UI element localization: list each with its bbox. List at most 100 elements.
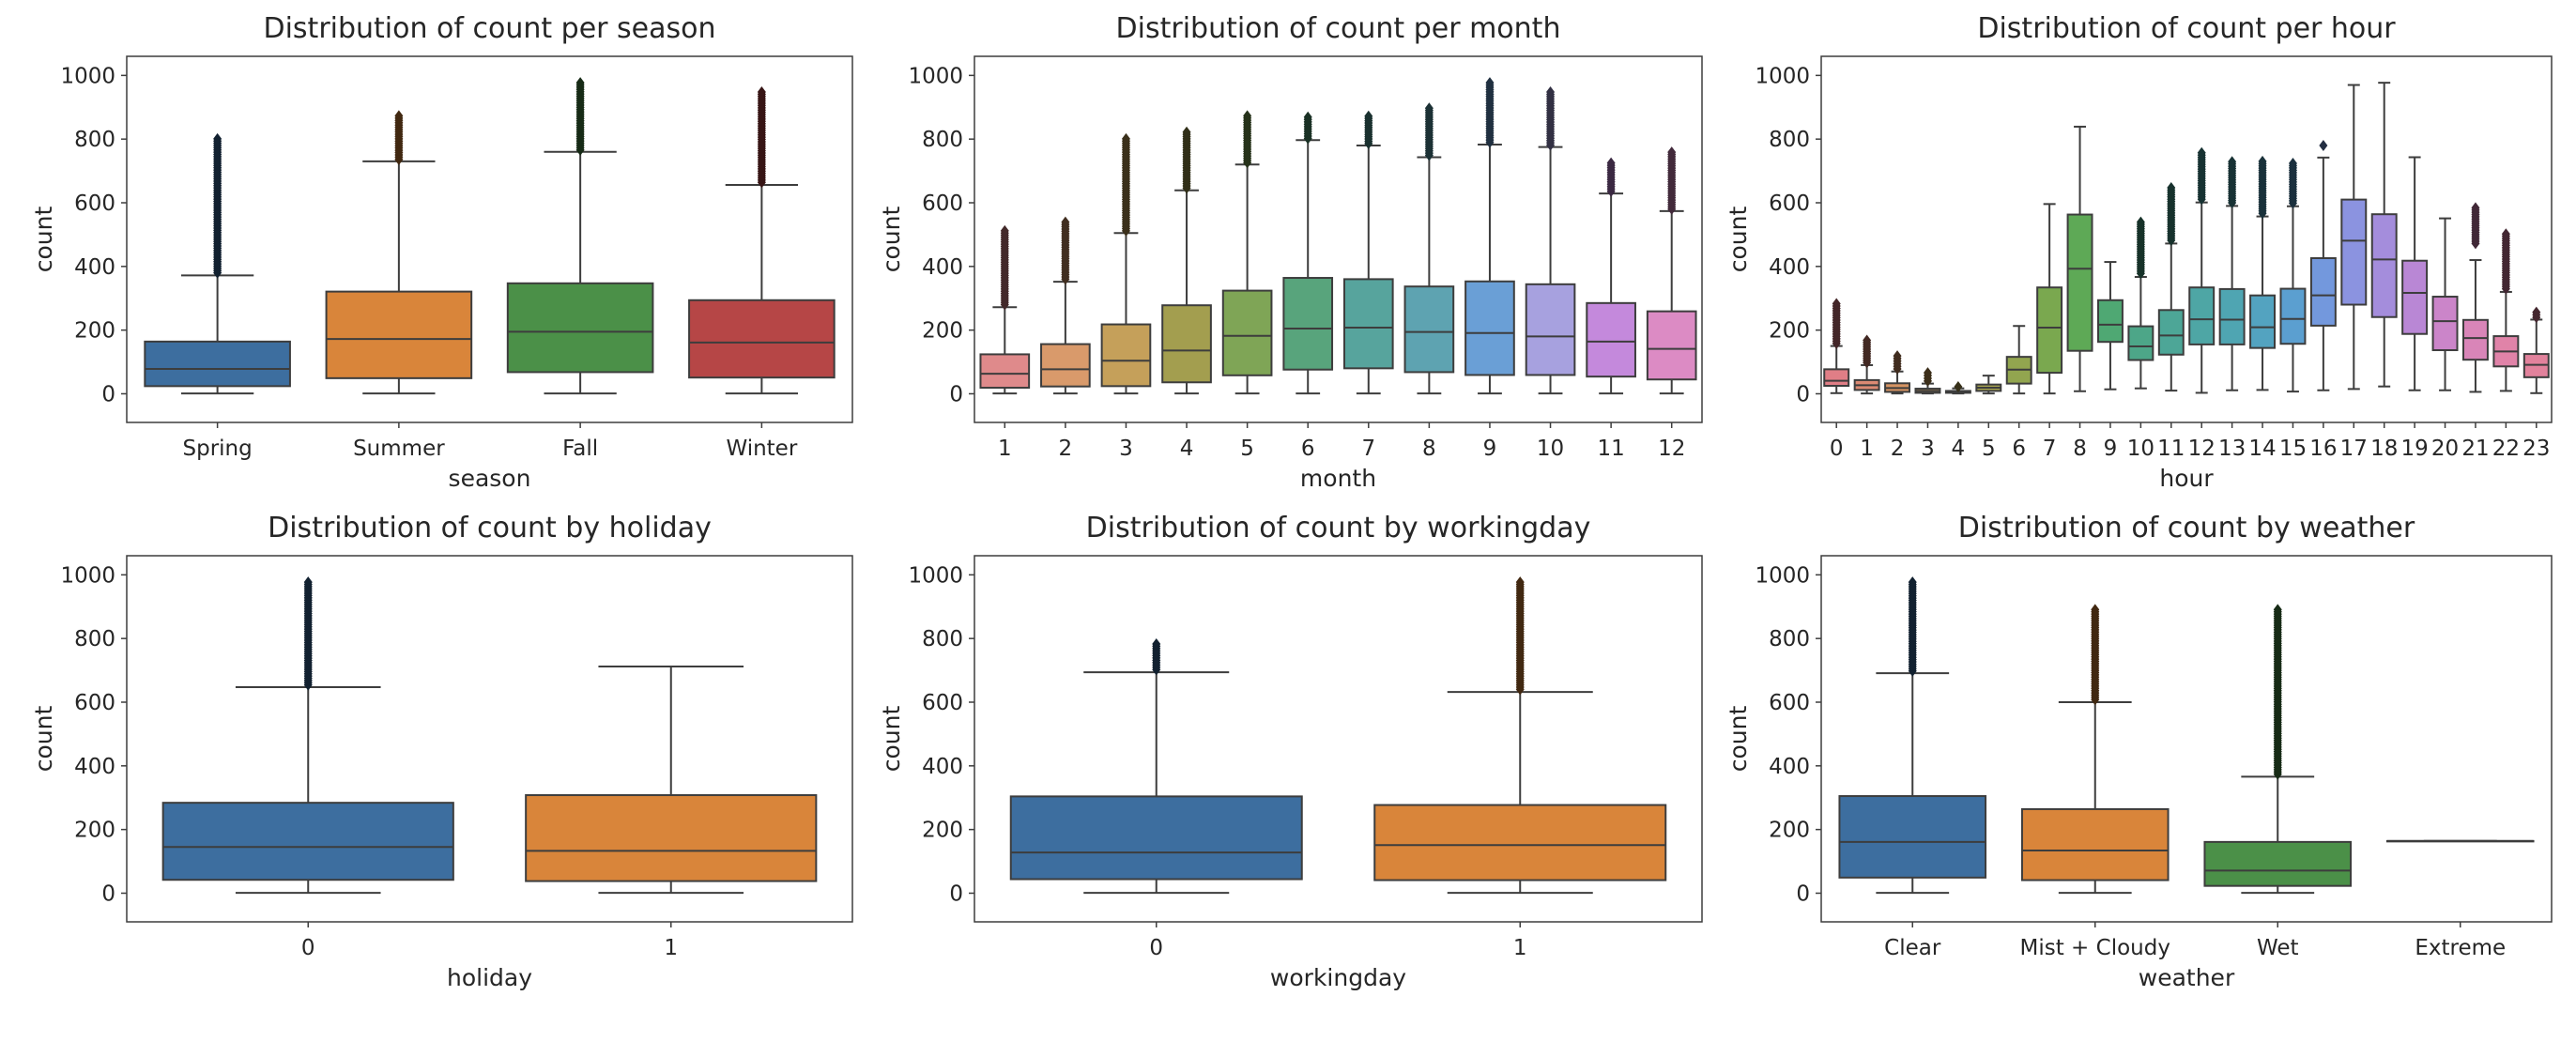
y-tick-label: 600 xyxy=(922,691,963,715)
flier-point xyxy=(1606,157,1616,169)
chart-panel-4: Distribution of count by holiday 0 200 400 6… xyxy=(30,512,853,991)
plot-frame xyxy=(974,55,1703,423)
flier-point xyxy=(1152,637,1161,650)
x-tick-label: 10 xyxy=(1537,437,1564,461)
chart-panel-6: Distribution of count by weather 0 200 400 6… xyxy=(1725,512,2553,991)
x-tick-label: 4 xyxy=(1952,437,1966,461)
x-tick-label: 6 xyxy=(1301,437,1315,461)
y-tick-label: 200 xyxy=(74,819,115,843)
box-iqr xyxy=(1586,301,1636,378)
flier-point xyxy=(1863,334,1872,346)
box-21 xyxy=(2461,202,2489,393)
chart-panel-1: Distribution of count per season 0 200 400 6… xyxy=(30,12,853,492)
x-tick-label: 19 xyxy=(2400,437,2428,461)
flier-point xyxy=(1908,576,1917,589)
x-axis-label: holiday xyxy=(447,964,532,991)
box-iqr xyxy=(2309,257,2337,327)
y-tick-label: 600 xyxy=(74,192,115,216)
box-iqr xyxy=(2370,213,2398,318)
x-axis-label: workingday xyxy=(1270,964,1406,991)
x-axis-label: season xyxy=(449,465,531,492)
plot-frame xyxy=(126,55,853,423)
x-tick-label: 11 xyxy=(2157,437,2185,461)
box-iqr xyxy=(2279,287,2307,345)
box-iqr xyxy=(2188,286,2216,345)
y-tick-label: 600 xyxy=(74,691,115,715)
x-tick-label: 14 xyxy=(2248,437,2276,461)
y-axis-label: count xyxy=(1725,207,1752,273)
box-iqr xyxy=(688,299,836,379)
box-iqr xyxy=(2096,299,2124,344)
x-tick-label: 16 xyxy=(2309,437,2337,461)
flier-point xyxy=(2319,139,2328,151)
box-Clear xyxy=(1838,576,1987,895)
flier-point xyxy=(2228,156,2237,168)
box-0 xyxy=(1009,637,1303,895)
flier-point xyxy=(394,110,404,122)
y-tick-label: 200 xyxy=(1769,319,1810,344)
flier-point xyxy=(1832,298,1841,310)
box-5 xyxy=(1221,110,1273,395)
box-Spring xyxy=(144,132,291,395)
x-tick-label: Spring xyxy=(183,437,253,461)
box-iqr xyxy=(2127,325,2154,361)
box-4 xyxy=(1161,126,1212,395)
y-tick-label: 400 xyxy=(922,255,963,280)
x-tick-label: Wet xyxy=(2257,936,2299,960)
box-12 xyxy=(2188,146,2216,394)
x-tick-label: 11 xyxy=(1597,437,1624,461)
y-axis-label: count xyxy=(30,706,57,773)
flier-point xyxy=(1515,576,1525,589)
box-0 xyxy=(1823,298,1850,394)
box-iqr xyxy=(1221,289,1273,376)
flier-point xyxy=(1061,216,1070,228)
box-18 xyxy=(2370,82,2398,388)
box-iqr xyxy=(1373,804,1667,881)
x-tick-label: Clear xyxy=(1884,936,1941,960)
flier-point xyxy=(1182,126,1191,138)
box-iqr xyxy=(1282,277,1334,371)
x-tick-label: 3 xyxy=(1119,437,1133,461)
flier-point xyxy=(2167,182,2176,194)
x-tick-label: 18 xyxy=(2370,437,2398,461)
plot-frame xyxy=(1820,55,2553,423)
x-tick-label: 0 xyxy=(301,936,315,960)
box-Fall xyxy=(506,77,654,395)
y-tick-label: 200 xyxy=(922,819,963,843)
y-tick-label: 400 xyxy=(1769,255,1810,280)
x-tick-label: 12 xyxy=(1658,437,1685,461)
box-9 xyxy=(2096,261,2124,391)
box-2 xyxy=(1884,350,1911,395)
y-tick-label: 1000 xyxy=(60,563,115,588)
x-tick-label: 1 xyxy=(664,936,678,960)
y-tick-label: 0 xyxy=(101,881,115,906)
x-tick-label: 23 xyxy=(2522,437,2550,461)
box-iqr xyxy=(161,802,454,881)
flier-point xyxy=(2471,202,2480,214)
y-tick-label: 200 xyxy=(74,319,115,344)
flier-point xyxy=(757,85,766,98)
x-tick-label: 12 xyxy=(2188,437,2216,461)
y-tick-label: 1000 xyxy=(1755,64,1810,88)
box-8 xyxy=(1403,102,1455,395)
box-1 xyxy=(1373,576,1667,895)
flier-point xyxy=(1485,77,1495,89)
chart-panel-5: Distribution of count by workingday 0 200 4… xyxy=(878,512,1703,991)
box-iqr xyxy=(1040,343,1091,388)
box-19 xyxy=(2401,156,2429,391)
x-tick-label: 1 xyxy=(1860,437,1874,461)
chart-title: Distribution of count per season xyxy=(263,12,715,45)
flier-point xyxy=(1364,110,1373,122)
y-tick-label: 400 xyxy=(1769,755,1810,779)
box-Extreme xyxy=(2385,839,2535,843)
flier-point xyxy=(2273,604,2282,616)
y-tick-label: 1000 xyxy=(60,64,115,88)
box-iqr xyxy=(2157,309,2185,356)
box-iqr xyxy=(1342,278,1394,370)
box-20 xyxy=(2431,217,2459,391)
x-tick-label: Mist + Cloudy xyxy=(2020,936,2170,960)
flier-point xyxy=(1893,350,1902,362)
flier-point xyxy=(2288,157,2297,169)
flier-point xyxy=(1667,146,1677,159)
